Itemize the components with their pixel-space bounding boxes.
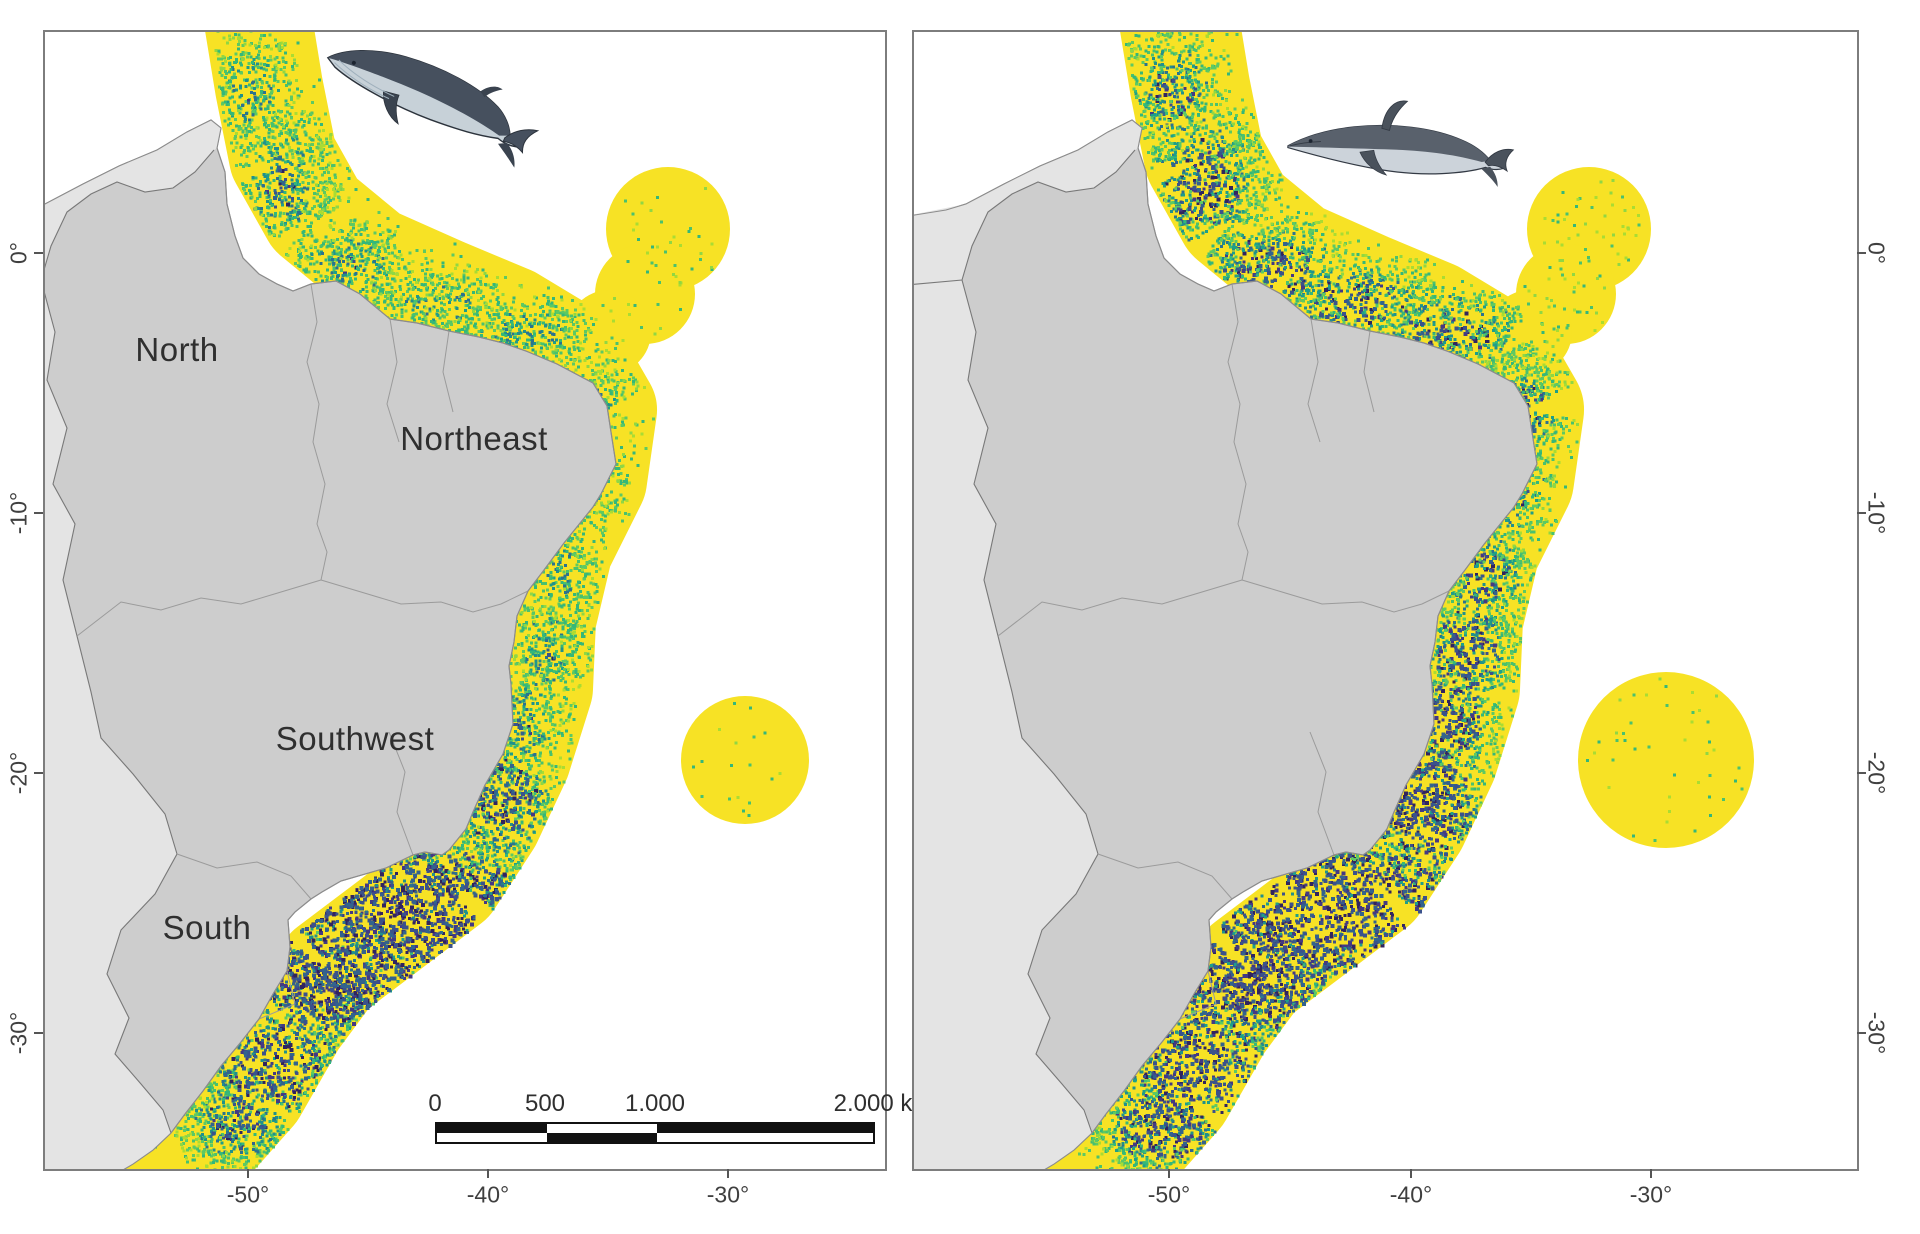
region-label-north: North (135, 331, 219, 368)
lat-tick-label: -30° (1863, 1011, 1890, 1055)
tick-mark (1410, 1169, 1412, 1178)
tick-mark (34, 772, 43, 774)
lat-tick-label: -30° (5, 1011, 32, 1055)
tick-mark (1857, 512, 1866, 514)
lon-tick-label: -50° (1147, 1181, 1191, 1208)
scale-bar-segment (437, 1133, 547, 1142)
map-panel-whale: North Northeast Southwest South 0 500 1.… (43, 30, 932, 1171)
scale-label-0: 0 (428, 1090, 442, 1117)
tick-mark (487, 1169, 489, 1178)
map-panel-dolphin (912, 30, 1859, 1171)
scale-bar-segment (547, 1124, 657, 1133)
scale-bar-segment (657, 1124, 873, 1133)
lon-tick-label: -50° (226, 1181, 270, 1208)
region-label-northeast: Northeast (400, 420, 548, 457)
region-label-southwest: Southwest (275, 720, 435, 757)
lon-tick-label: -40° (466, 1181, 510, 1208)
lat-tick-label: -20° (5, 751, 32, 795)
dolphin-distribution-map (914, 32, 1754, 1169)
tick-mark (34, 252, 43, 254)
tick-mark (1857, 772, 1866, 774)
lat-tick-label: -20° (1863, 751, 1890, 795)
whale-icon (326, 50, 540, 168)
scale-bar (435, 1122, 875, 1144)
tick-mark (1857, 1032, 1866, 1034)
dolphin-icon (1287, 100, 1515, 187)
tick-mark (1650, 1169, 1652, 1178)
tick-mark (34, 512, 43, 514)
whale-distribution-map (45, 32, 809, 1169)
tick-mark (727, 1169, 729, 1178)
lon-tick-label: -30° (706, 1181, 750, 1208)
scale-bar-segment (657, 1133, 873, 1142)
tick-mark (1857, 252, 1866, 254)
lat-tick-label: -10° (1863, 491, 1890, 535)
lat-tick-label: -10° (5, 491, 32, 535)
scale-label-500: 500 (524, 1090, 566, 1117)
tick-mark (34, 1032, 43, 1034)
tick-mark (1168, 1169, 1170, 1178)
tick-mark (247, 1169, 249, 1178)
lat-tick-label: 0° (1863, 242, 1890, 264)
region-label-south: South (162, 909, 252, 946)
scale-bar-segment (547, 1133, 657, 1142)
lon-tick-label: -30° (1629, 1181, 1673, 1208)
lon-tick-label: -40° (1389, 1181, 1433, 1208)
lat-tick-label: 0° (5, 242, 32, 264)
scale-bar-segment (437, 1124, 547, 1133)
scale-label-1000: 1.000 (624, 1090, 686, 1117)
